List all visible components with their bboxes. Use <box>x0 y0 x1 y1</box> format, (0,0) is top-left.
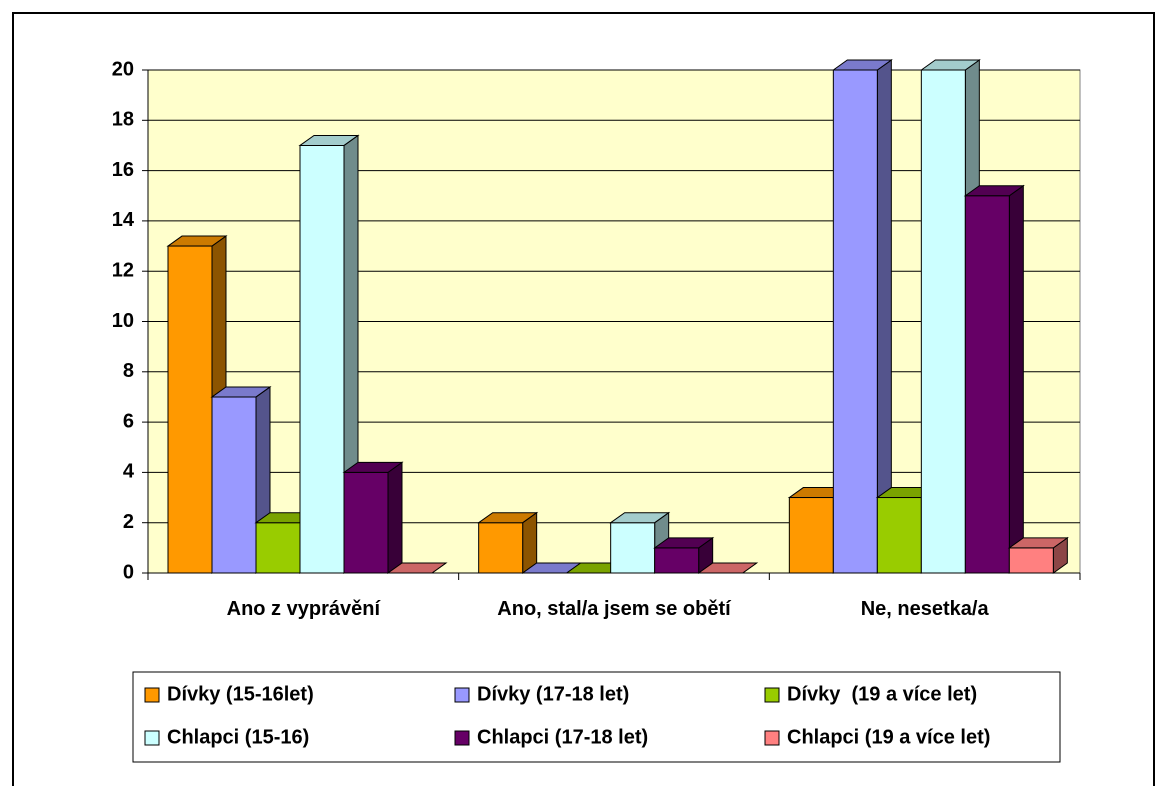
y-tick-label: 20 <box>112 58 134 80</box>
bar-top <box>963 185 1025 197</box>
legend-label: Dívky (17-18 let) <box>477 683 629 705</box>
bar-top <box>166 235 228 247</box>
y-tick-label: 4 <box>123 461 135 483</box>
bar <box>478 522 524 574</box>
legend-label: Chlapci (15-16) <box>167 726 309 748</box>
legend-label: Chlapci (17-18 let) <box>477 726 648 748</box>
bar-top <box>298 134 360 146</box>
x-tick-label: Ne, nesetka/a <box>860 598 989 620</box>
bar <box>1008 547 1054 574</box>
y-tick-label: 18 <box>112 109 134 131</box>
legend-swatch <box>454 730 470 746</box>
bar <box>211 396 257 574</box>
bar <box>343 471 389 574</box>
bar-top <box>477 512 539 524</box>
y-tick-label: 14 <box>112 209 135 231</box>
chart-frame <box>12 12 1155 786</box>
bar-top <box>831 59 893 71</box>
x-tick-label: Ano z vyprávění <box>226 598 381 620</box>
bar <box>654 547 700 574</box>
y-tick-label: 0 <box>123 561 134 583</box>
bar <box>920 69 966 574</box>
legend-label: Chlapci (19 a více let) <box>787 726 990 748</box>
bar-top <box>210 386 272 398</box>
bar-side <box>387 461 403 574</box>
y-tick-label: 8 <box>123 360 134 382</box>
bar-top <box>342 461 404 473</box>
y-tick-label: 10 <box>112 310 134 332</box>
bar-top <box>609 512 671 524</box>
bar-side <box>1008 184 1024 574</box>
legend-label: Dívky (19 a více let) <box>787 683 977 705</box>
bar <box>832 69 878 574</box>
bar-top <box>653 537 715 549</box>
bar-top <box>919 59 981 71</box>
bar <box>964 195 1010 574</box>
bar <box>788 497 834 574</box>
bar <box>876 497 922 574</box>
y-tick-label: 12 <box>112 259 134 281</box>
legend-swatch <box>454 687 470 703</box>
bar-top <box>697 562 759 574</box>
legend-swatch <box>764 687 780 703</box>
legend-swatch <box>144 687 160 703</box>
legend-swatch <box>144 730 160 746</box>
bar-top <box>386 562 448 574</box>
legend-label: Dívky (15-16let) <box>167 683 314 705</box>
bar <box>167 245 213 574</box>
y-tick-label: 16 <box>112 159 134 181</box>
bar <box>299 144 345 574</box>
y-tick-label: 6 <box>123 410 134 432</box>
bar <box>255 522 301 574</box>
y-tick-label: 2 <box>123 511 134 533</box>
legend-swatch <box>764 730 780 746</box>
bar <box>610 522 656 574</box>
legend-box <box>132 671 1061 763</box>
x-tick-label: Ano, stal/a jsem se obětí <box>497 598 731 620</box>
bar-top <box>1007 537 1069 549</box>
